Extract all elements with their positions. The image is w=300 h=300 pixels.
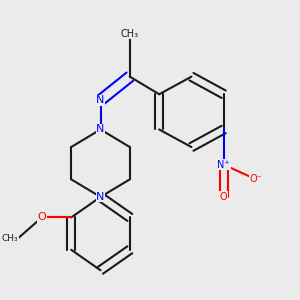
Text: O⁻: O⁻	[250, 174, 262, 184]
Text: N: N	[96, 95, 105, 105]
Text: N⁺: N⁺	[218, 160, 230, 170]
Text: O: O	[38, 212, 46, 223]
Text: CH₃: CH₃	[2, 233, 18, 242]
Text: CH₃: CH₃	[121, 28, 139, 38]
Text: O: O	[220, 192, 227, 202]
Text: N: N	[96, 192, 105, 202]
Text: N: N	[96, 124, 105, 134]
